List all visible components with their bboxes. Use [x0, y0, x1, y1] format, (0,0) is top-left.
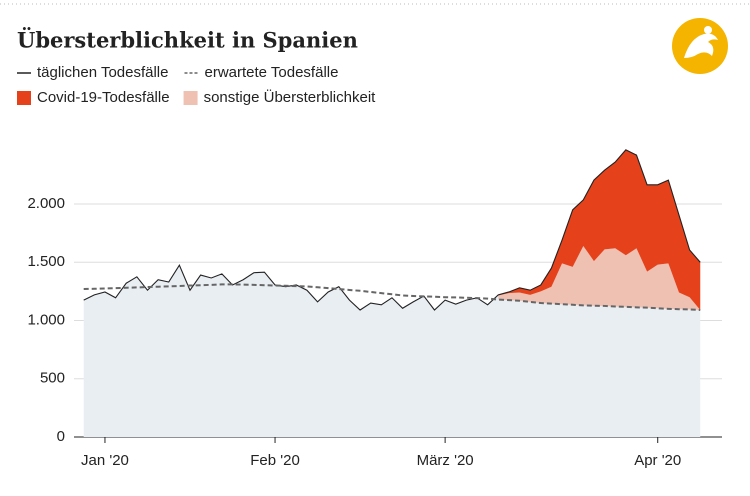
stack-area: [498, 149, 701, 311]
stack-area: [498, 245, 701, 311]
legend-label: Covid-19-Todesfälle: [37, 89, 170, 106]
legend-swatch: [183, 91, 198, 105]
legend-label: erwartete Todesfälle: [204, 64, 338, 81]
y-tick-label: 500: [40, 370, 65, 387]
legend-label: täglichen Todesfälle: [37, 64, 168, 81]
chart-title: Übersterblichkeit in Spanien: [17, 28, 358, 53]
x-tick-label: Jan '20: [81, 452, 129, 469]
legend: täglichen Todesfälle erwartete Todesfälle…: [17, 64, 376, 106]
y-tick-label: 1.500: [27, 253, 65, 270]
plot-area: 0 500 1.000 1.500 2.000 Jan '20 Feb '20 März '2…: [27, 149, 722, 469]
total-line: [83, 149, 701, 311]
legend-label: sonstige Übersterblichkeit: [204, 88, 377, 106]
expected-line: [83, 283, 701, 312]
y-tick-label: 2.000: [27, 195, 65, 212]
x-tick-label: Apr '20: [634, 452, 681, 469]
base-area: [83, 149, 701, 437]
x-tick-label: Feb '20: [250, 452, 300, 469]
legend-swatch: [17, 91, 31, 105]
x-tick-label: März '20: [417, 452, 474, 469]
y-tick-label: 1.000: [27, 311, 65, 328]
y-tick-label: 0: [57, 428, 65, 445]
logo: [672, 18, 728, 74]
